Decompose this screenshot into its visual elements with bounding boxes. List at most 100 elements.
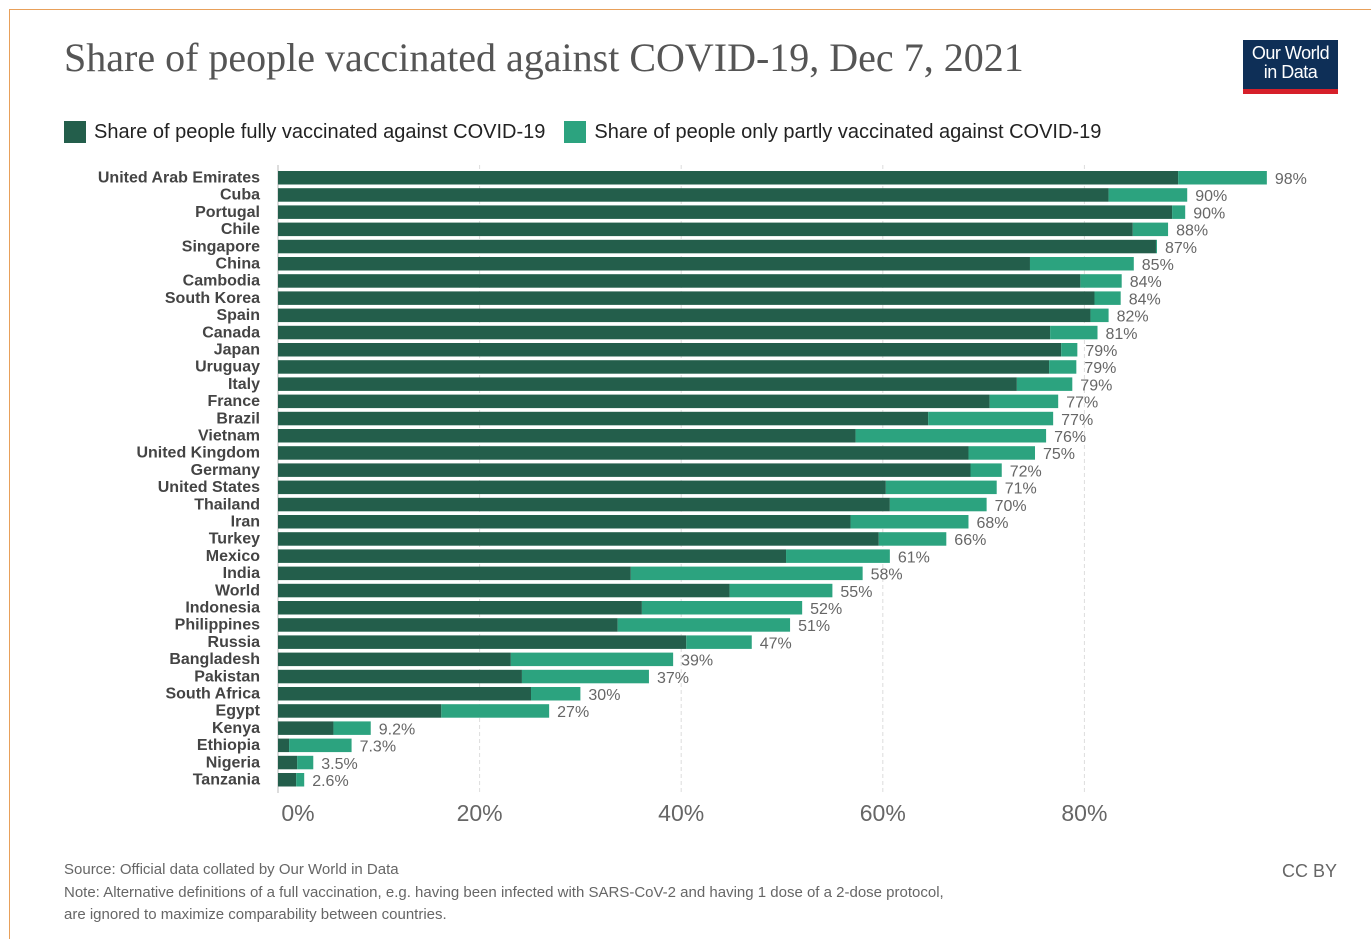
country-label: Cuba: [220, 187, 260, 204]
bar-fully-vaccinated: [278, 205, 1173, 219]
bar-fully-vaccinated: [278, 704, 442, 718]
value-label: 90%: [1193, 205, 1225, 222]
bar-partly-vaccinated: [889, 497, 987, 512]
value-label: 72%: [1010, 463, 1042, 480]
value-label: 37%: [657, 670, 689, 687]
bar-fully-vaccinated: [278, 394, 990, 409]
legend-item-fully[interactable]: Share of people fully vaccinated against…: [64, 121, 545, 144]
country-label: World: [215, 582, 260, 599]
bar-fully-vaccinated: [278, 652, 511, 667]
bar-fully-vaccinated: [278, 377, 1017, 391]
country-label: Pakistan: [194, 668, 260, 685]
country-label: Kenya: [212, 720, 260, 737]
bar-fully-vaccinated: [278, 773, 297, 787]
bar-fully-vaccinated: [278, 463, 971, 477]
country-label: Egypt: [216, 703, 261, 720]
bar-fully-vaccinated: [278, 618, 618, 632]
bar-partly-vaccinated: [989, 394, 1059, 409]
country-label: Tanzania: [193, 772, 260, 789]
bar-partly-vaccinated: [855, 429, 1047, 443]
bar-fully-vaccinated: [278, 583, 730, 598]
value-label: 47%: [760, 635, 792, 652]
bar-fully-vaccinated: [278, 687, 532, 701]
note-text-line-1: Note: Alternative definitions of a full …: [64, 884, 944, 901]
bar-fully-vaccinated: [278, 257, 1030, 271]
value-label: 84%: [1130, 274, 1162, 291]
country-label: Russia: [208, 634, 261, 651]
value-label: 79%: [1080, 377, 1112, 394]
country-label: Iran: [231, 514, 260, 531]
country-label: United Arab Emirates: [98, 170, 260, 187]
value-label: 68%: [976, 515, 1008, 532]
value-label: 98%: [1275, 171, 1307, 188]
value-label: 88%: [1176, 223, 1208, 240]
bar-partly-vaccinated: [968, 446, 1036, 460]
chart-frame: [9, 9, 1371, 939]
bar-partly-vaccinated: [630, 566, 863, 581]
logo-line-2: in Data: [1263, 62, 1318, 82]
x-tick-label: 80%: [1061, 800, 1107, 826]
value-label: 61%: [898, 549, 930, 566]
bar-fully-vaccinated: [278, 601, 642, 615]
owid-logo[interactable]: Our World in Data: [1243, 40, 1338, 94]
country-label: South Africa: [165, 686, 260, 703]
value-label: 2.6%: [312, 773, 348, 790]
country-label: Turkey: [209, 531, 260, 548]
country-label: Indonesia: [185, 600, 260, 617]
bar-fully-vaccinated: [278, 480, 886, 495]
bar-partly-vaccinated: [1080, 274, 1122, 288]
labels-layer: 0% 20% 40% 60% 80% United Arab Emirates 98% Cub…: [98, 170, 1307, 827]
bar-fully-vaccinated: [278, 669, 522, 684]
bar-partly-vaccinated: [641, 601, 803, 615]
value-label: 81%: [1106, 326, 1138, 343]
bar-partly-vaccinated: [531, 687, 581, 701]
value-label: 3.5%: [321, 756, 357, 773]
bar-partly-vaccinated: [885, 480, 997, 495]
value-label: 30%: [588, 687, 620, 704]
country-label: Germany: [191, 462, 260, 479]
country-label: Portugal: [195, 204, 260, 221]
x-tick-label: 60%: [860, 800, 906, 826]
note-text-line-2: are ignored to maximize comparability be…: [64, 906, 447, 923]
legend-swatch-partly: [564, 121, 587, 143]
legend-swatch-fully: [64, 121, 86, 143]
bar-fully-vaccinated: [278, 721, 334, 735]
bar-partly-vaccinated: [1094, 291, 1121, 305]
bar-partly-vaccinated: [297, 755, 314, 770]
country-label: Vietnam: [198, 428, 260, 445]
legend-item-partly[interactable]: Share of people only partly vaccinated a…: [564, 121, 1101, 144]
bar-partly-vaccinated: [441, 704, 550, 718]
value-label: 90%: [1195, 188, 1227, 205]
value-label: 66%: [954, 532, 986, 549]
value-label: 75%: [1043, 446, 1075, 463]
bar-fully-vaccinated: [278, 738, 290, 753]
bar-fully-vaccinated: [278, 429, 856, 443]
license-link[interactable]: CC BY: [1281, 861, 1337, 881]
bar-fully-vaccinated: [278, 755, 298, 770]
bar-fully-vaccinated: [278, 222, 1133, 237]
bar-fully-vaccinated: [278, 171, 1179, 185]
value-label: 70%: [995, 498, 1027, 515]
bar-fully-vaccinated: [278, 446, 969, 460]
country-label: China: [216, 256, 261, 273]
bar-partly-vaccinated: [686, 635, 752, 649]
bars-layer: [278, 171, 1267, 787]
bar-partly-vaccinated: [1155, 239, 1157, 254]
x-tick-label: 20%: [457, 800, 503, 826]
value-label: 39%: [681, 653, 713, 670]
bar-partly-vaccinated: [1108, 188, 1188, 202]
value-label: 9.2%: [379, 721, 415, 738]
bar-fully-vaccinated: [278, 291, 1095, 305]
bar-partly-vaccinated: [1061, 343, 1078, 357]
country-label: Uruguay: [195, 359, 260, 376]
bar-partly-vaccinated: [970, 463, 1002, 477]
bar-fully-vaccinated: [278, 308, 1091, 323]
bar-partly-vaccinated: [617, 618, 791, 632]
bar-fully-vaccinated: [278, 549, 787, 563]
country-label: Brazil: [216, 410, 260, 427]
bar-fully-vaccinated: [278, 360, 1050, 374]
country-label: Singapore: [182, 238, 260, 255]
bar-fully-vaccinated: [278, 325, 1051, 340]
bar-partly-vaccinated: [1178, 171, 1267, 185]
